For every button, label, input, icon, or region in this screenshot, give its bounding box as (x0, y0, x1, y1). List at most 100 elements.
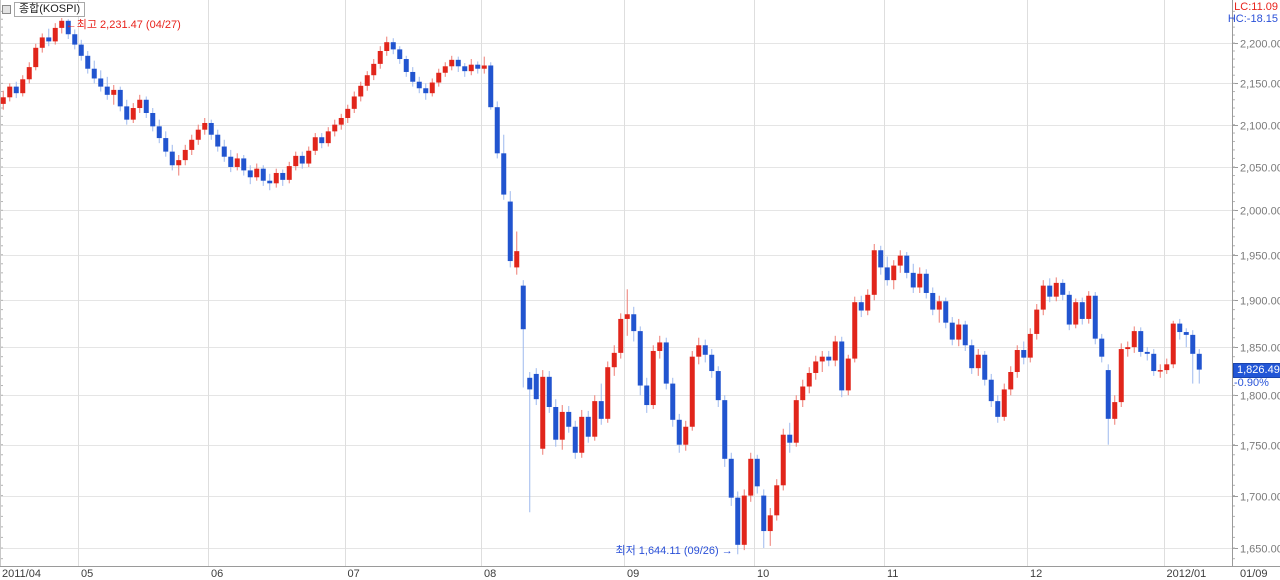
candle-body (52, 27, 58, 42)
candle-body (657, 342, 663, 351)
candle-body (988, 379, 994, 402)
candle-body (871, 250, 877, 295)
candle-body (715, 371, 721, 401)
candle-body (572, 426, 578, 453)
y-axis-label: 2,000.00 (1240, 206, 1280, 218)
candle-body (520, 285, 526, 330)
low-annotation: 최저 1,644.11 (09/26) → (615, 545, 732, 557)
candle-body (163, 138, 169, 152)
candle-body (7, 86, 13, 98)
candle-body (195, 129, 201, 140)
candle-body (631, 314, 637, 332)
candle-body (1092, 295, 1098, 339)
candle-body (1118, 349, 1124, 403)
candle-body (800, 386, 806, 401)
y-axis-label: 1,750.00 (1240, 441, 1280, 453)
candle-body (1164, 364, 1170, 371)
candle-body (475, 64, 481, 69)
candle-body (202, 122, 208, 130)
high-annotation: ←최고 2,231.47 (04/27) (66, 19, 181, 31)
candle-body (0, 97, 6, 104)
current-price-badge: 1,826.49 (1233, 363, 1280, 378)
candle-body (527, 377, 533, 390)
candle-body (930, 292, 936, 310)
candle-body (124, 106, 130, 120)
lc-value-label: LC:11.09 (1234, 1, 1278, 13)
candle-body (852, 302, 858, 359)
hc-value-label: HC:-18.15 (1227, 13, 1278, 25)
candle-body (423, 88, 429, 94)
candle-body (332, 124, 338, 132)
candle-body (754, 458, 760, 487)
y-axis-label: 1,700.00 (1240, 492, 1280, 504)
candle-body (410, 71, 416, 82)
candle-body (728, 458, 734, 498)
candle-body (917, 273, 923, 288)
candle-body (85, 55, 91, 69)
candle-body (982, 354, 988, 380)
arrow-left-icon: ← (65, 19, 77, 31)
candle-body (605, 367, 611, 419)
candle-body (117, 89, 123, 107)
candle-body (468, 64, 474, 72)
candle-body (455, 59, 461, 67)
candle-body (72, 34, 78, 45)
candle-body (111, 89, 117, 95)
candle-body (767, 515, 773, 532)
candle-body (585, 416, 591, 437)
candle-body (1183, 332, 1189, 335)
candle-body (1177, 323, 1183, 333)
y-axis-label: 2,050.00 (1240, 163, 1280, 175)
candle-body (1073, 302, 1079, 325)
candle-body (995, 401, 1001, 417)
symbol-title: 종합(KOSPI) (14, 2, 86, 17)
symbol-legend-chip[interactable]: 종합(KOSPI) (2, 2, 86, 17)
x-axis-label: 07 (348, 568, 360, 580)
candle-body (598, 401, 604, 419)
candle-body (150, 112, 156, 127)
candle-body (832, 341, 838, 361)
candle-body (611, 352, 617, 368)
candle-body (20, 79, 26, 94)
candle-body (325, 131, 331, 144)
current-change-percent: -0.90% (1234, 377, 1269, 389)
candle-body (1047, 285, 1053, 297)
candle-body (104, 86, 110, 95)
candle-body (689, 356, 695, 427)
candle-body (319, 137, 325, 144)
x-axis-label: 09 (627, 568, 639, 580)
legend-square-icon (2, 5, 11, 14)
candle-body (709, 354, 715, 372)
arrow-right-icon: → (721, 545, 733, 557)
candle-body (169, 151, 175, 166)
x-axis-label: 10 (757, 568, 769, 580)
candle-body (1138, 331, 1144, 352)
candle-body (65, 20, 71, 35)
candle-body (46, 37, 52, 42)
candle-body (13, 86, 19, 94)
candle-body (241, 158, 247, 171)
candle-body (936, 301, 942, 310)
candle-body (462, 66, 468, 72)
candle-body (1008, 372, 1014, 390)
candle-body (1170, 323, 1176, 365)
candle-body (228, 156, 234, 167)
y-axis-label: 1,800.00 (1240, 391, 1280, 403)
candle-body (189, 139, 195, 150)
candle-body (351, 96, 357, 109)
candle-body (553, 407, 559, 440)
candle-body (644, 385, 650, 406)
candle-body (566, 411, 572, 427)
candle-body (59, 20, 65, 28)
candle-body (234, 158, 240, 167)
candle-body (819, 356, 825, 362)
candle-body (1079, 302, 1085, 319)
candle-body (299, 155, 305, 164)
candle-body (1144, 351, 1150, 354)
candle-body (696, 345, 702, 357)
candle-body (949, 322, 955, 340)
candle-body (1125, 347, 1131, 350)
candle-body (260, 168, 266, 181)
candle-body (1021, 350, 1027, 358)
